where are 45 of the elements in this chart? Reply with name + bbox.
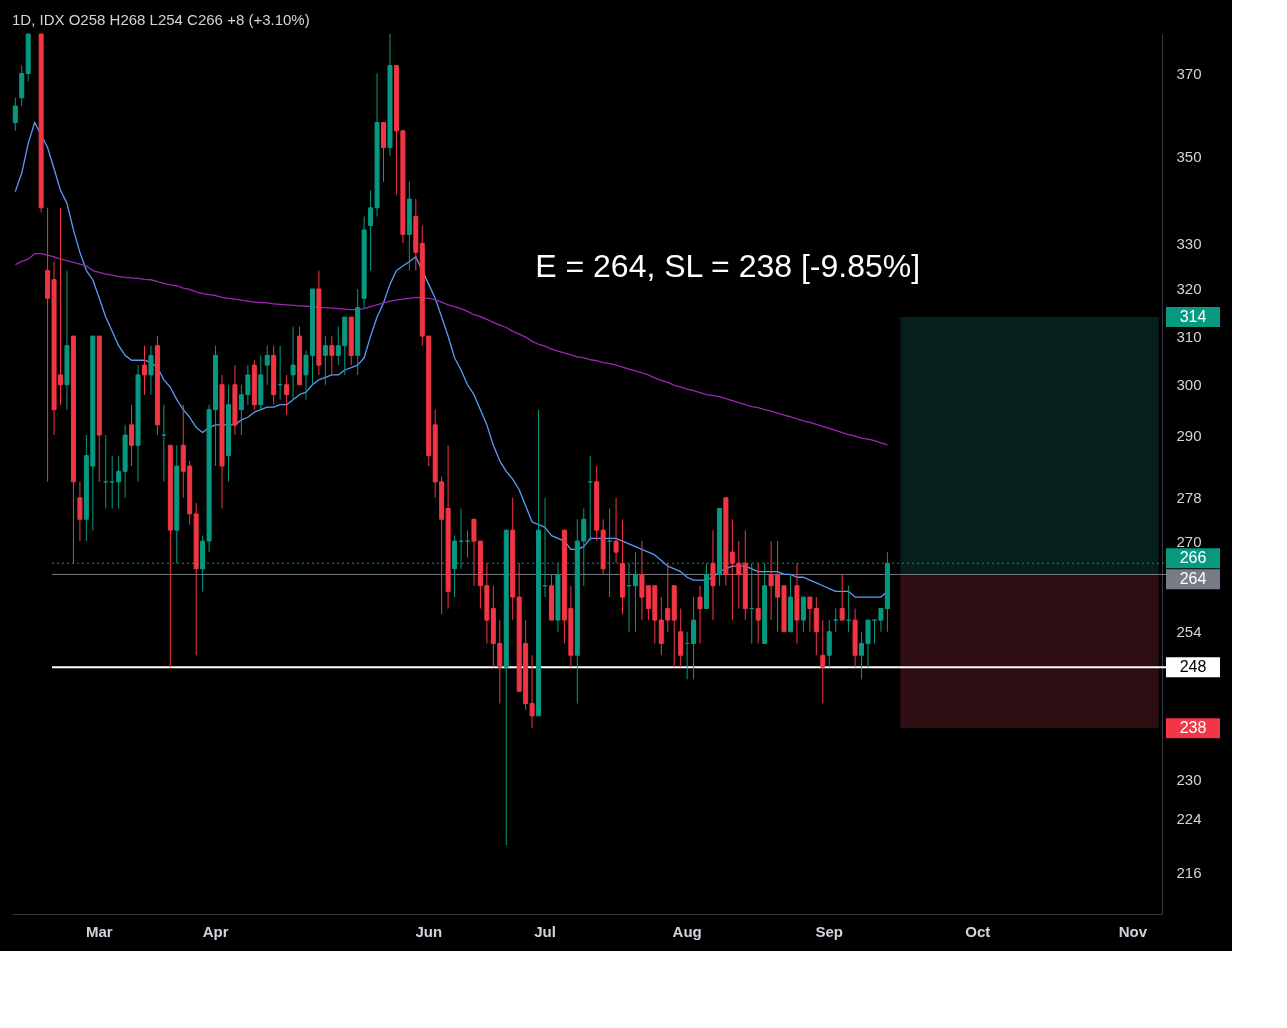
- ref-line-label: 264: [1179, 570, 1207, 588]
- y-tick-label: 350: [1176, 147, 1202, 165]
- chart-title: 1D, IDX O258 H268 L254 C266 +8 (+3.10%): [12, 10, 310, 28]
- ref-line-label: 266: [1179, 549, 1207, 567]
- candlestick: [361, 216, 367, 308]
- band-label: 238: [1179, 719, 1207, 737]
- candlestick: [148, 345, 154, 395]
- annotation: E = 264, SL = 238 [-9.85%]: [535, 248, 921, 285]
- y-tick-label: 216: [1176, 863, 1202, 881]
- candlestick: [316, 270, 322, 375]
- y-tick-label: 300: [1176, 376, 1202, 394]
- band-label: 314: [1179, 308, 1207, 326]
- y-tick-label: 310: [1176, 327, 1202, 345]
- ref-line-label: 248: [1179, 658, 1207, 676]
- y-tick-label: 330: [1176, 234, 1202, 252]
- x-tick-label: Aug: [672, 922, 702, 940]
- x-tick-label: Oct: [965, 922, 991, 940]
- candlestick: [290, 326, 296, 400]
- y-tick-label: 230: [1176, 770, 1202, 788]
- x-tick-label: Sep: [815, 922, 844, 940]
- candlestick: [64, 270, 70, 410]
- candlestick: [219, 374, 225, 509]
- candlestick: [135, 365, 141, 482]
- y-tick-label: 254: [1176, 623, 1202, 641]
- x-tick-label: Apr: [202, 922, 229, 940]
- y-tick-label: 224: [1176, 809, 1202, 827]
- candlestick: [697, 585, 703, 644]
- y-tick-label: 370: [1176, 65, 1202, 83]
- x-tick-label: Nov: [1118, 922, 1148, 940]
- candlestick: [794, 563, 800, 644]
- candlestick: [141, 345, 147, 395]
- y-tick-label: 290: [1176, 426, 1202, 444]
- candlestick: [232, 365, 238, 436]
- candlestick: [38, 33, 44, 213]
- x-tick-label: Mar: [85, 922, 113, 940]
- y-tick-label: 320: [1176, 280, 1202, 298]
- candlestick: [387, 34, 393, 157]
- candlestick: [852, 608, 858, 668]
- candlestick: [613, 497, 619, 564]
- x-tick-label: Jun: [415, 922, 443, 940]
- x-tick-label: Jul: [534, 922, 556, 940]
- y-tick-label: 278: [1176, 489, 1202, 507]
- y-tick-label: 270: [1176, 532, 1202, 550]
- candlestick: [77, 481, 83, 542]
- candlestick: [710, 530, 716, 621]
